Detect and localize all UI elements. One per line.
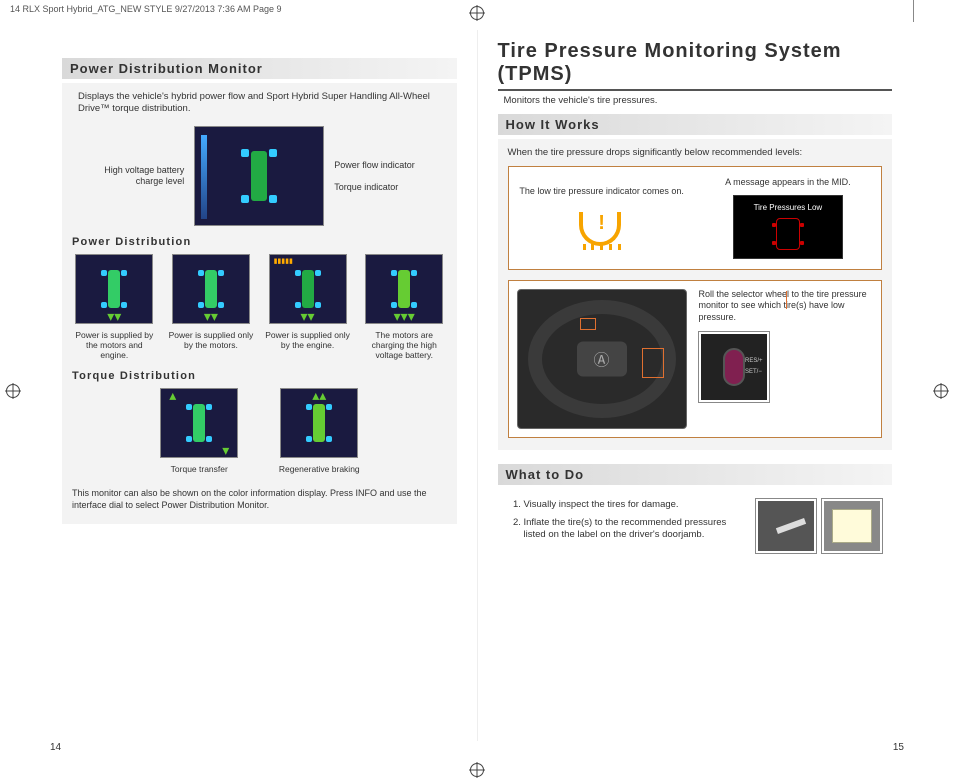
battery-bar [201, 135, 207, 219]
hiw-right-text: A message appears in the MID. [705, 177, 871, 189]
section-head-wtd: What to Do [498, 464, 893, 485]
connector-2 [786, 291, 787, 309]
reg-mark-bottom [470, 763, 484, 777]
callouts-right: Power flow indicator Torque indicator [334, 148, 424, 204]
pd-thumb-4: ▾▾▾ [365, 254, 443, 324]
tq-cap-1: Torque transfer [149, 464, 249, 474]
pd-thumb-1: ▾▾ [75, 254, 153, 324]
tq-thumb-1: ▾ ▴ [160, 388, 238, 458]
pd-thumb-2: ▾▾ [172, 254, 250, 324]
pd-cap-4: The motors are charging the high voltage… [362, 330, 447, 361]
selector-closeup: RES/+ SET/− [699, 332, 769, 402]
section-body-hiw: When the tire pressure drops significant… [498, 139, 893, 450]
section-body-power-monitor: Displays the vehicle's hybrid power flow… [62, 83, 457, 524]
steering-wheel-image: Ⓐ [517, 289, 687, 429]
doorjamb-label-image [822, 499, 882, 553]
section-body-wtd: Visually inspect the tires for damage. I… [498, 489, 893, 563]
page-right: Tire Pressure Monitoring System (TPMS) M… [478, 30, 913, 741]
page-num-right: 15 [893, 742, 904, 753]
crop-line-tr [913, 0, 914, 22]
wtd-item-2: Inflate the tire(s) to the recommended p… [524, 517, 747, 542]
pd-cap-2: Power is supplied only by the motors. [169, 330, 254, 350]
footer-note: This monitor can also be shown on the co… [72, 488, 447, 511]
tire-valve-image [756, 499, 816, 553]
wtd-list: Visually inspect the tires for damage. I… [508, 499, 747, 553]
tpms-warning-icon: ! [579, 204, 625, 250]
hiw-intro: When the tire pressure drops significant… [508, 147, 883, 158]
reg-mark-right [934, 384, 948, 398]
power-dist-thumbs: ▾▾ Power is supplied by the motors and e… [72, 254, 447, 361]
mid-car-icon [776, 218, 800, 250]
reg-mark-left [6, 384, 20, 398]
subhead-power-dist: Power Distribution [72, 236, 447, 248]
mid-text: Tire Pressures Low [754, 203, 823, 213]
highlight-selector [642, 348, 664, 378]
tq-thumb-2: ▴▴ [280, 388, 358, 458]
tq-cap-2: Regenerative braking [269, 464, 369, 474]
section-intro: Displays the vehicle's hybrid power flow… [72, 91, 447, 116]
hiw-box-top: The low tire pressure indicator comes on… [508, 166, 883, 270]
car-icon [239, 141, 279, 211]
selector-labels: RES/+ SET/− [745, 356, 763, 378]
subhead-torque-dist: Torque Distribution [72, 370, 447, 382]
acura-badge: Ⓐ [577, 341, 627, 376]
page-left: Power Distribution Monitor Displays the … [42, 30, 478, 741]
reg-mark-top [470, 6, 484, 20]
torque-thumbs: ▾ ▴ Torque transfer ▴▴ Regenerative brak… [72, 388, 447, 474]
wtd-item-1: Visually inspect the tires for damage. [524, 499, 747, 511]
page-subtitle: Monitors the vehicle's tire pressures. [498, 95, 893, 106]
highlight-dash [580, 318, 596, 330]
callout-left: High voltage battery charge level [94, 165, 184, 187]
pd-cap-1: Power is supplied by the motors and engi… [72, 330, 157, 361]
selector-wheel-icon [723, 348, 745, 386]
mid-display: Tire Pressures Low [733, 195, 843, 259]
page-num-left: 14 [50, 742, 61, 753]
section-head-hiw: How It Works [498, 114, 893, 135]
pd-cap-3: Power is supplied only by the engine. [265, 330, 350, 350]
page-title-tpms: Tire Pressure Monitoring System (TPMS) [498, 40, 893, 91]
steering-box: Ⓐ Roll the selector wheel to the tire pr… [508, 280, 883, 438]
section-head-power-monitor: Power Distribution Monitor [62, 58, 457, 79]
main-diagram [194, 126, 324, 226]
hiw-left-text: The low tire pressure indicator comes on… [519, 186, 685, 198]
pd-thumb-3: ▮▮▮▮▮ ▾▾ [269, 254, 347, 324]
